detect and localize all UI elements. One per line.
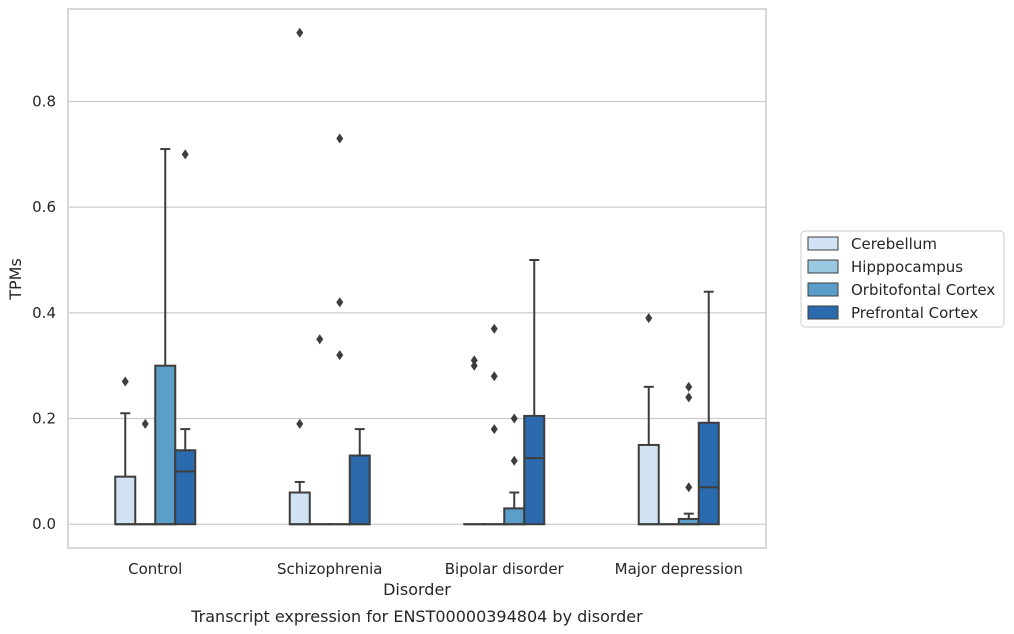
legend-label: Orbitofontal Cortex bbox=[851, 281, 995, 299]
chart-caption: Transcript expression for ENST0000039480… bbox=[190, 607, 643, 626]
outlier-point bbox=[490, 371, 498, 382]
x-axis-label: Disorder bbox=[383, 580, 451, 599]
outlier-point bbox=[470, 355, 478, 366]
legend: Cerebellum Hipppocampus Orbitofontal Corte… bbox=[800, 230, 1005, 328]
box bbox=[523, 414, 546, 526]
outlier-point bbox=[296, 27, 304, 38]
x-tick-label: Major depression bbox=[615, 560, 743, 578]
legend-label: Prefrontal Cortex bbox=[851, 304, 978, 322]
y-tick-label: 0.2 bbox=[32, 410, 56, 428]
box-group-bipolar-disorder bbox=[463, 259, 546, 526]
box bbox=[114, 475, 137, 526]
legend-label: Hipppocampus bbox=[851, 258, 963, 276]
box bbox=[637, 443, 660, 526]
outlier-point bbox=[336, 350, 344, 361]
outlier-point bbox=[121, 376, 129, 387]
outlier-point bbox=[510, 455, 518, 466]
legend-swatch bbox=[807, 282, 839, 297]
legend-items: Cerebellum Hipppocampus Orbitofontal Corte… bbox=[807, 235, 995, 322]
outlier-point bbox=[296, 418, 304, 429]
outlier-point bbox=[685, 392, 693, 403]
box bbox=[348, 454, 371, 526]
y-tick-label: 0.8 bbox=[32, 92, 56, 110]
outlier-point bbox=[316, 334, 324, 345]
box bbox=[174, 449, 197, 526]
legend-swatch bbox=[807, 236, 839, 251]
box-group-schizophrenia bbox=[288, 27, 371, 526]
x-tick-label: Bipolar disorder bbox=[445, 560, 565, 578]
plot-frame bbox=[67, 8, 767, 549]
outlier-point bbox=[181, 149, 189, 160]
y-tick-label: 0.0 bbox=[32, 515, 56, 533]
y-tick-label: 0.6 bbox=[32, 198, 56, 216]
box bbox=[154, 364, 177, 526]
y-tick-labels: 0.0 0.2 0.4 0.6 0.8 bbox=[32, 92, 56, 533]
y-axis-label: TPMs bbox=[6, 258, 25, 301]
box-group-major-depression bbox=[637, 290, 720, 526]
legend-label: Cerebellum bbox=[851, 235, 937, 253]
legend-swatch bbox=[807, 305, 839, 320]
outlier-point bbox=[336, 133, 344, 144]
x-tick-label: Control bbox=[128, 560, 182, 578]
outlier-point bbox=[685, 381, 693, 392]
outlier-point bbox=[141, 418, 149, 429]
box bbox=[697, 421, 720, 526]
y-tick-label: 0.4 bbox=[32, 304, 56, 322]
outlier-point bbox=[470, 360, 478, 371]
outlier-point bbox=[645, 313, 653, 324]
legend-swatch bbox=[807, 259, 839, 274]
outlier-point bbox=[490, 323, 498, 334]
outlier-point bbox=[510, 413, 518, 424]
box-groups bbox=[114, 27, 720, 526]
x-tick-label: Schizophrenia bbox=[277, 560, 382, 578]
box-group-control bbox=[114, 148, 197, 526]
x-tick-labels: Control Schizophrenia Bipolar disorder Majo… bbox=[128, 560, 743, 578]
outlier-point bbox=[685, 482, 693, 493]
legend-frame bbox=[800, 230, 1005, 328]
outlier-point bbox=[490, 424, 498, 435]
outlier-point bbox=[336, 297, 344, 308]
box bbox=[288, 491, 311, 526]
box bbox=[503, 507, 526, 526]
